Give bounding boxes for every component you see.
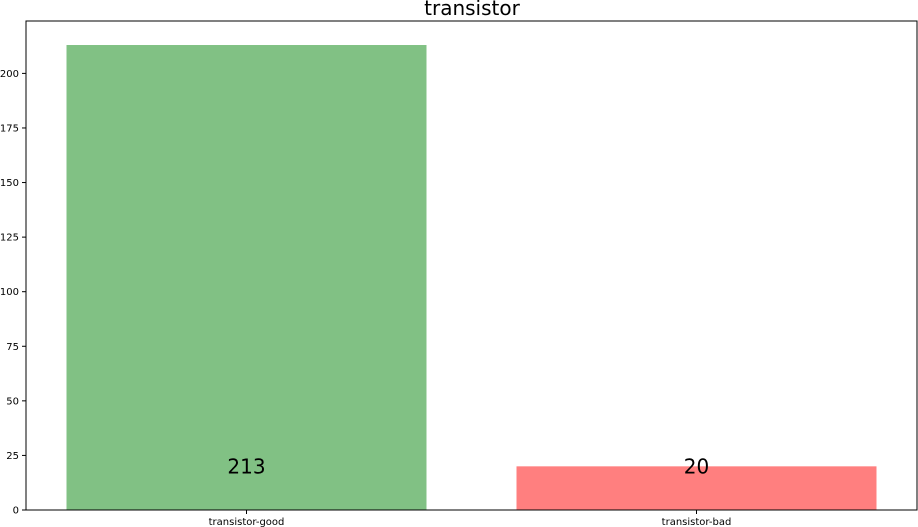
plot-area: 0 25 50 75 100 125 150 175 200 transistor-good 213… — [0, 45, 877, 527]
y-tick-label: 150 — [0, 178, 19, 189]
x-tick-label: transistor-bad — [662, 517, 732, 527]
x-tick-label: transistor-good — [209, 517, 285, 527]
y-tick-label: 25 — [6, 451, 19, 462]
bar-transistor-good — [66, 45, 427, 510]
y-tick-label: 75 — [6, 342, 19, 353]
data-label: 213 — [227, 454, 265, 478]
axes-frame — [25, 20, 918, 511]
y-tick-label: 175 — [0, 123, 19, 134]
y-tick-label: 100 — [0, 287, 19, 298]
y-tick-label: 200 — [0, 69, 19, 80]
y-tick-label: 50 — [6, 396, 19, 407]
chart-title: transistor — [424, 0, 520, 20]
y-tick-label: 125 — [0, 233, 19, 244]
data-label: 20 — [684, 454, 709, 478]
y-tick-label: 0 — [13, 506, 19, 517]
bar-transistor-bad — [516, 466, 877, 510]
